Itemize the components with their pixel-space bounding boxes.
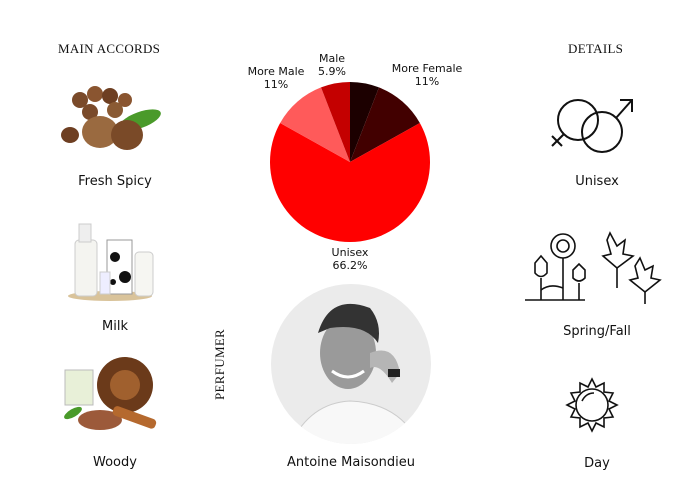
accord-fresh-spicy: Fresh Spicy (78, 174, 152, 189)
milk-bottles-image (68, 223, 154, 301)
gender-pie-chart (270, 82, 430, 242)
gender-symbols-icon (551, 99, 633, 153)
accord-woody: Woody (93, 455, 137, 470)
nutmeg-image (61, 86, 161, 150)
detail-gender: Unisex (575, 174, 619, 189)
pie-slice-unisex (270, 123, 430, 242)
pie-label-more-female: More Female 11% (391, 62, 463, 88)
pie-label-male: Male 5.9% (318, 52, 346, 78)
details-heading: DETAILS (568, 41, 624, 56)
perfumer-heading: PERFUMER (212, 328, 227, 400)
perfumer-name[interactable]: Antoine Maisondieu (286, 455, 416, 470)
perfumer-photo (271, 284, 431, 444)
wood-cinnamon-image (64, 357, 157, 430)
detail-season: Spring/Fall (563, 324, 631, 339)
pie-label-more-male: More Male 11% (247, 65, 305, 91)
sun-icon (565, 377, 619, 433)
main-accords-heading: MAIN ACCORDS (58, 41, 161, 56)
pie-slice-more-female (350, 87, 420, 162)
accord-milk: Milk (102, 319, 128, 334)
pie-slice-unlabeled-0 (350, 82, 379, 162)
flowers-leaves-icon (525, 231, 662, 304)
pie-slice-male (321, 82, 350, 162)
pie-slice-more-male (280, 87, 350, 162)
detail-time: Day (584, 456, 610, 471)
pie-label-unisex: Unisex 66.2% (331, 246, 369, 272)
